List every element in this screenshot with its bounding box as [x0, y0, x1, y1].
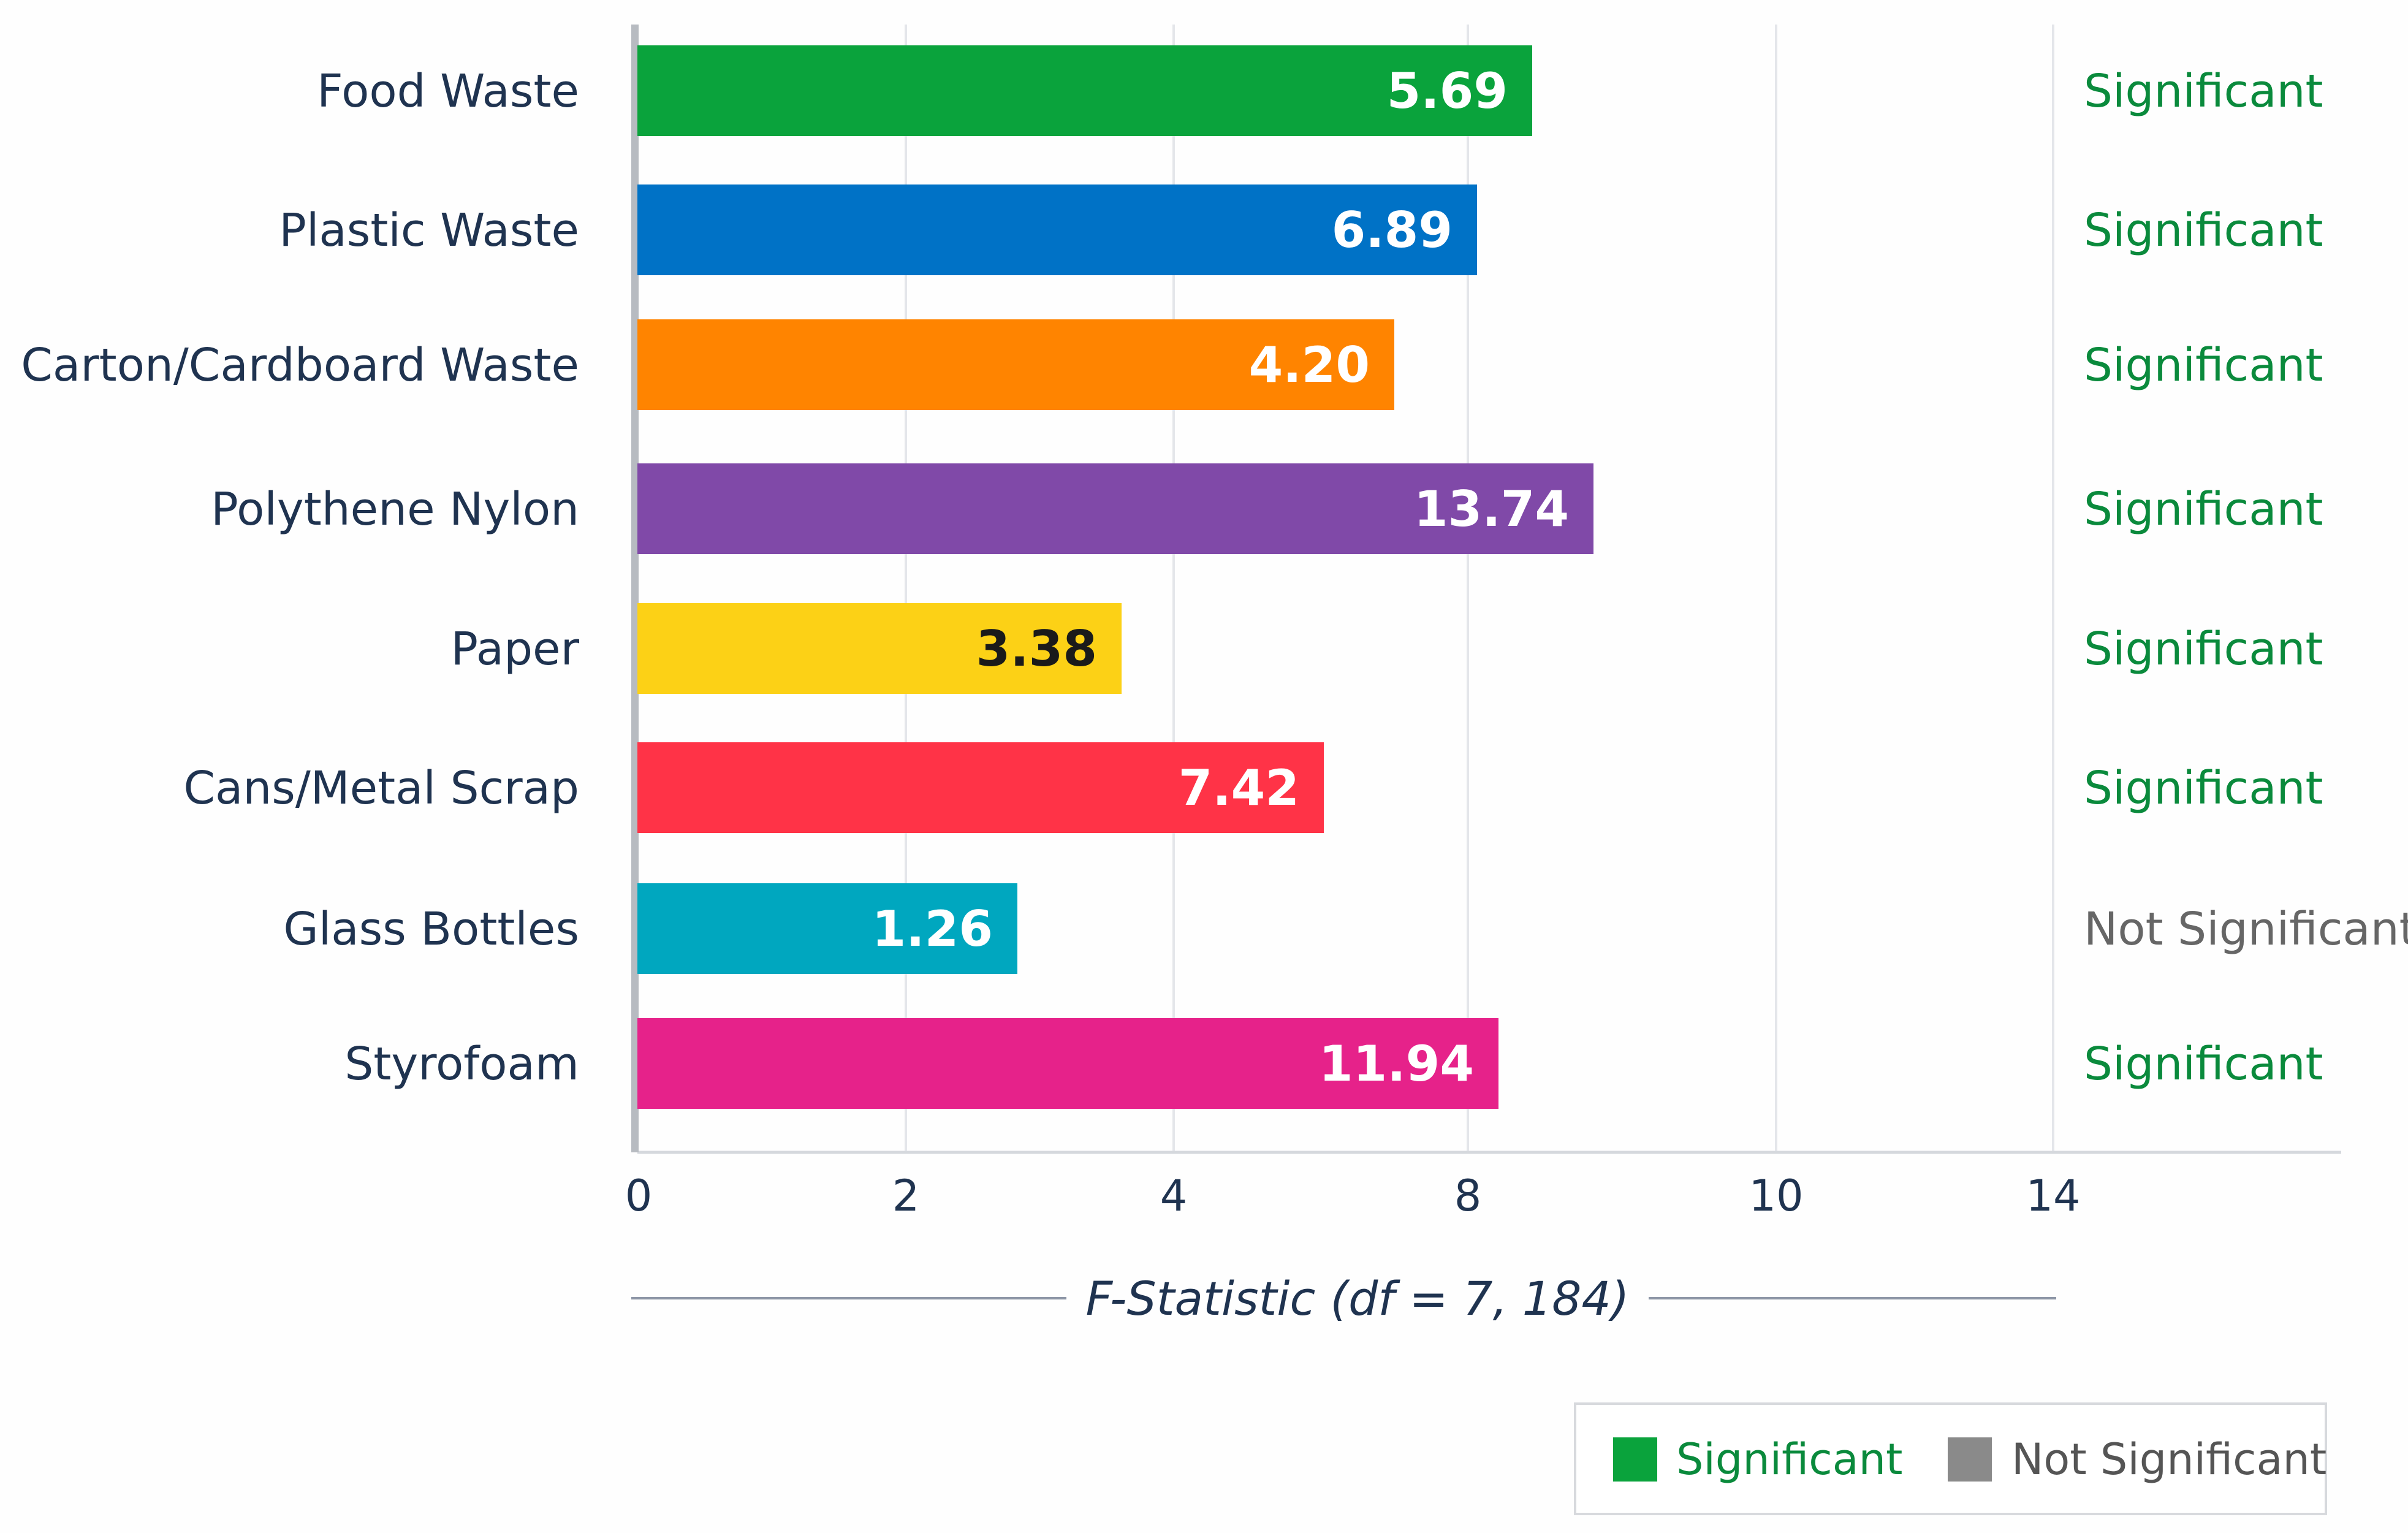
- significance-label-styrofoam: Significant: [2084, 1038, 2323, 1090]
- x-tick-label-0: 0: [625, 1171, 653, 1221]
- x-axis-title: F-Statistic (df = 7, 184): [1086, 1271, 1630, 1326]
- bar-styrofoam: [637, 1018, 1498, 1109]
- legend-label-significant: Significant: [1676, 1434, 1902, 1485]
- category-label-glass-bottles: Glass Bottles: [283, 903, 579, 956]
- value-label-food-waste: 5.69: [1387, 63, 1508, 120]
- significance-label-carton-cardboard-waste: Significant: [2084, 339, 2323, 392]
- value-label-glass-bottles: 1.26: [872, 900, 993, 957]
- legend-swatch-significant: [1613, 1437, 1657, 1482]
- bar-plastic-waste: [637, 184, 1477, 275]
- x-tick-label-14: 14: [2026, 1171, 2080, 1221]
- significance-label-glass-bottles: Not Significant: [2084, 903, 2408, 956]
- category-label-styrofoam: Styrofoam: [344, 1038, 579, 1090]
- x-tick-label-8: 8: [1454, 1171, 1482, 1221]
- category-label-carton-cardboard-waste: Carton/Cardboard Waste: [21, 339, 579, 392]
- value-label-carton-cardboard-waste: 4.20: [1249, 337, 1370, 394]
- bar-paper: [637, 603, 1122, 694]
- category-label-food-waste: Food Waste: [317, 65, 579, 118]
- legend-swatch-not-significant: [1948, 1437, 1992, 1482]
- bar-carton-cardboard-waste: [637, 319, 1394, 410]
- value-label-cans-metal-scrap: 7.42: [1179, 759, 1299, 816]
- value-label-styrofoam: 11.94: [1319, 1035, 1474, 1092]
- category-label-plastic-waste: Plastic Waste: [279, 204, 579, 257]
- significance-label-polythene-nylon: Significant: [2084, 483, 2323, 536]
- significance-label-plastic-waste: Significant: [2084, 204, 2323, 257]
- value-label-plastic-waste: 6.89: [1332, 202, 1453, 259]
- bar-glass-bottles: [637, 883, 1017, 974]
- significance-label-paper: Significant: [2084, 623, 2323, 675]
- x-tick-label-2: 2: [892, 1171, 920, 1221]
- significance-label-cans-metal-scrap: Significant: [2084, 762, 2323, 815]
- legend-label-not-significant: Not Significant: [2011, 1434, 2326, 1485]
- significance-label-food-waste: Significant: [2084, 65, 2323, 118]
- category-label-polythene-nylon: Polythene Nylon: [211, 483, 579, 536]
- category-label-paper: Paper: [450, 623, 579, 675]
- x-tick-label-10: 10: [1749, 1171, 1803, 1221]
- bar-polythene-nylon: [637, 463, 1593, 554]
- value-label-polythene-nylon: 13.74: [1414, 481, 1569, 538]
- category-label-cans-metal-scrap: Cans/Metal Scrap: [183, 762, 579, 815]
- bar-cans-metal-scrap: [637, 742, 1324, 833]
- x-tick-label-4: 4: [1160, 1171, 1188, 1221]
- bar-food-waste: [637, 45, 1532, 136]
- value-label-paper: 3.38: [976, 620, 1097, 677]
